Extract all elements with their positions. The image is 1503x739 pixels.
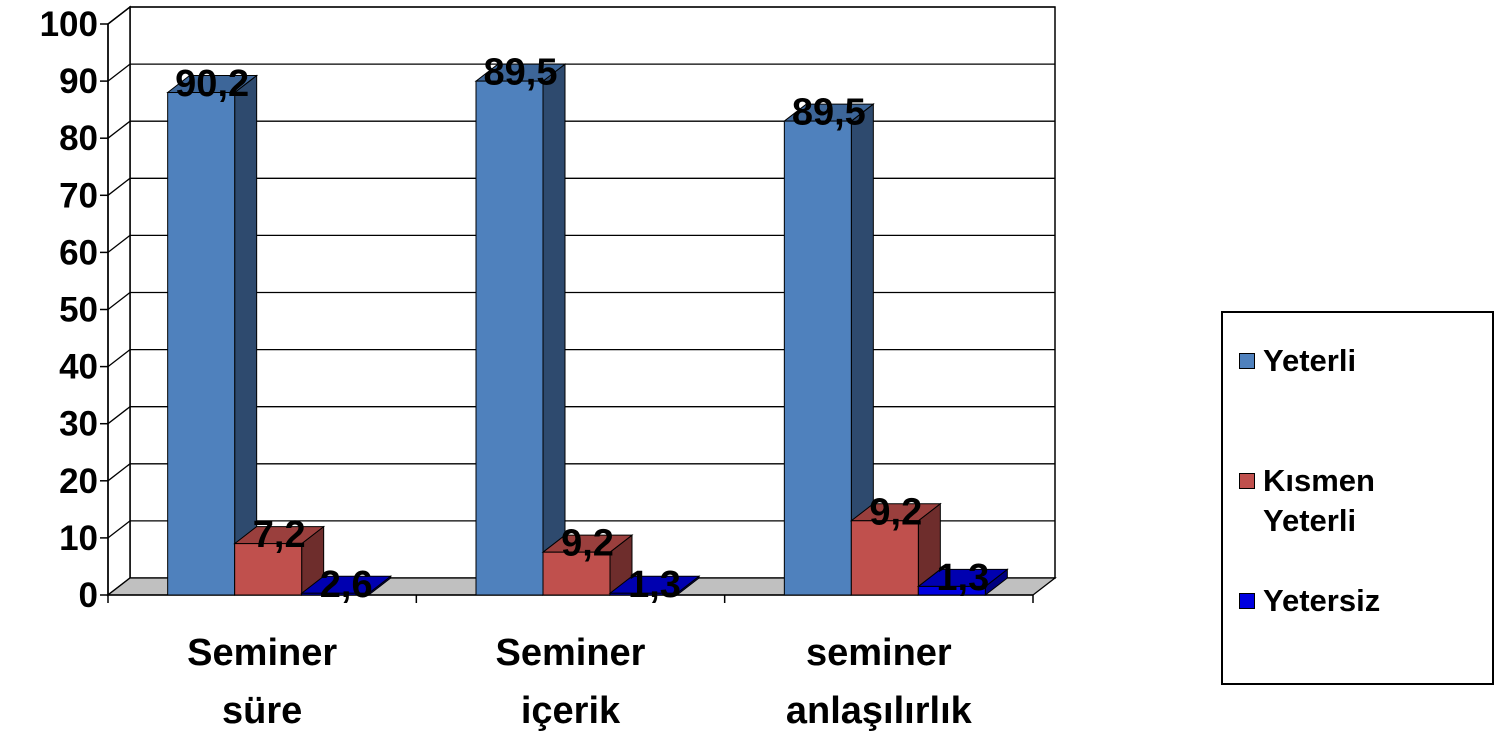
data-label: 1,3	[936, 557, 989, 599]
gridline	[107, 6, 1055, 25]
y-tick-label: 20	[59, 462, 98, 501]
data-label: 89,5	[484, 52, 558, 94]
data-label: 9,2	[561, 523, 614, 565]
bar-front	[850, 520, 919, 596]
legend-item-yetersiz: Yetersiz	[1239, 581, 1453, 621]
bar-yeterli	[782, 103, 875, 597]
bar-side	[542, 63, 566, 597]
data-label: 9,2	[869, 491, 922, 533]
bar-front	[783, 120, 852, 596]
y-tick-label: 90	[59, 62, 98, 101]
legend-item-kismen-yeterli: Kısmen Yeterli	[1239, 461, 1453, 541]
bar-yetersiz	[300, 575, 393, 597]
gridlines	[107, 6, 1055, 539]
x-category-label: seminer anlaşılırlık	[786, 632, 973, 732]
legend-label: Kısmen Yeterli	[1263, 463, 1375, 538]
y-tick-label: 40	[59, 348, 98, 387]
legend-item-yeterli: Yeterli	[1239, 341, 1453, 381]
bar-front	[167, 92, 236, 596]
legend: Yeterli Kısmen Yeterli Yetersiz	[1221, 311, 1494, 685]
gridline	[107, 234, 1055, 253]
bar-yeterli	[166, 74, 259, 597]
bars	[166, 63, 1009, 597]
bar-front	[234, 543, 303, 596]
data-label: 1,3	[628, 564, 681, 606]
y-tick-labels: 0 10 20 30 40 50 60 70 80 90 100	[40, 5, 98, 615]
y-tick-label: 0	[79, 576, 98, 615]
data-label: 7,2	[253, 514, 306, 556]
legend-swatch-yetersiz	[1239, 593, 1255, 609]
bar-front	[609, 592, 678, 596]
gridline	[107, 348, 1055, 368]
legend-label: Yetersiz	[1263, 583, 1381, 618]
gridline	[107, 63, 1055, 82]
y-tick-label: 100	[40, 5, 98, 44]
gridline	[107, 520, 1055, 539]
y-tick-label: 50	[59, 291, 98, 330]
x-category-labels: Seminer süre Seminer içerik seminer anlaşılır…	[187, 632, 972, 732]
bar-kısmen-yeterli	[541, 534, 634, 597]
gridline	[107, 291, 1055, 311]
bar-yetersiz	[608, 575, 701, 597]
gridline	[107, 177, 1055, 196]
y-tick-label: 60	[59, 233, 98, 272]
bar-front	[917, 585, 986, 596]
bar-kısmen-yeterli	[849, 502, 942, 597]
bar-yetersiz	[916, 568, 1009, 597]
bar-front	[301, 592, 370, 596]
bar-front	[475, 80, 544, 596]
gridline	[107, 463, 1055, 482]
legend-label: Yeterli	[1263, 343, 1357, 378]
y-tick-label: 70	[59, 176, 98, 215]
y-tick-label: 10	[59, 519, 98, 558]
x-category-label: Seminer süre	[187, 632, 337, 732]
data-label: 2,6	[320, 564, 373, 606]
y-tick-label: 80	[59, 119, 98, 158]
bar-front	[542, 551, 611, 596]
y-tick-label: 30	[59, 405, 98, 444]
data-label: 89,5	[792, 92, 866, 134]
legend-swatch-yeterli	[1239, 353, 1255, 369]
gridline	[107, 406, 1055, 425]
legend-swatch-kismen-yeterli	[1239, 473, 1255, 489]
data-labels: 90,2 7,2 2,6 89,5 9,2 1,3 89,5 9,2 1,3	[175, 52, 989, 606]
gridline	[107, 120, 1055, 139]
data-label: 90,2	[175, 63, 249, 105]
bar-yeterli	[474, 63, 567, 597]
x-category-label: Seminer içerik	[496, 632, 646, 732]
